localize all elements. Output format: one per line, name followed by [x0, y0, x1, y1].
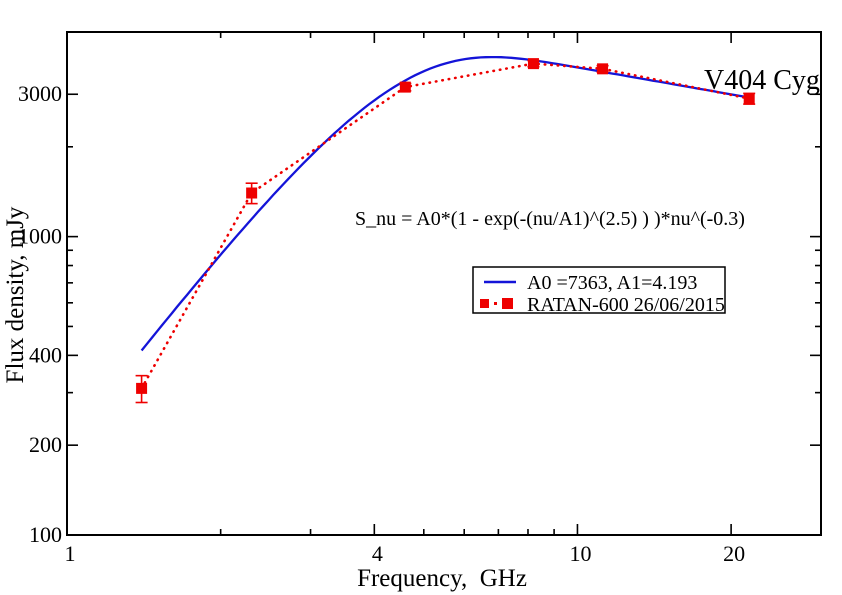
y-tick-label: 400	[29, 342, 62, 367]
data-point	[135, 374, 148, 404]
data-point	[743, 92, 756, 105]
square-marker-icon	[399, 81, 411, 93]
square-marker-icon	[597, 63, 609, 75]
data-dotted-line	[140, 62, 751, 390]
data-point	[399, 81, 412, 93]
x-tick-label: 1	[65, 541, 76, 566]
data-point	[527, 58, 540, 70]
x-tick-label: 20	[723, 541, 745, 566]
legend-entry-model: A0 =7363, A1=4.193	[527, 272, 697, 294]
axis-ticks: 1 4 10 20 100 200 400 1000 3000	[18, 32, 821, 566]
data-series-layer	[135, 55, 756, 404]
source-label: V404 Cyg	[704, 65, 820, 96]
x-tick-label: 10	[569, 541, 591, 566]
legend-dot-icon	[494, 302, 497, 305]
legend-square-icon	[480, 299, 489, 308]
model-fit-line	[140, 55, 750, 352]
square-marker-icon	[246, 187, 258, 199]
data-point	[596, 63, 609, 75]
y-axis-title: Flux density, mJy	[2, 206, 29, 383]
square-marker-icon	[136, 382, 148, 394]
y-tick-label: 3000	[18, 81, 62, 106]
square-marker-icon	[527, 58, 539, 70]
x-tick-label: 4	[372, 541, 383, 566]
y-tick-label: 1000	[18, 224, 62, 249]
model-formula-annotation: S_nu = A0*(1 - exp(-(nu/A1)^(2.5) ) )*nu…	[355, 208, 745, 230]
legend-box	[472, 266, 726, 314]
data-point	[245, 182, 258, 205]
square-marker-icon	[743, 93, 755, 105]
y-tick-label: 100	[29, 522, 62, 547]
y-tick-label: 200	[29, 432, 62, 457]
x-axis-title: Frequency, GHz	[357, 565, 527, 592]
legend: A0 =7363, A1=4.193 RATAN-600 26/06/2015	[472, 266, 726, 316]
legend-entry-data: RATAN-600 26/06/2015	[527, 294, 725, 316]
legend-data-marker-sample	[480, 298, 513, 309]
legend-square-icon	[502, 298, 513, 309]
